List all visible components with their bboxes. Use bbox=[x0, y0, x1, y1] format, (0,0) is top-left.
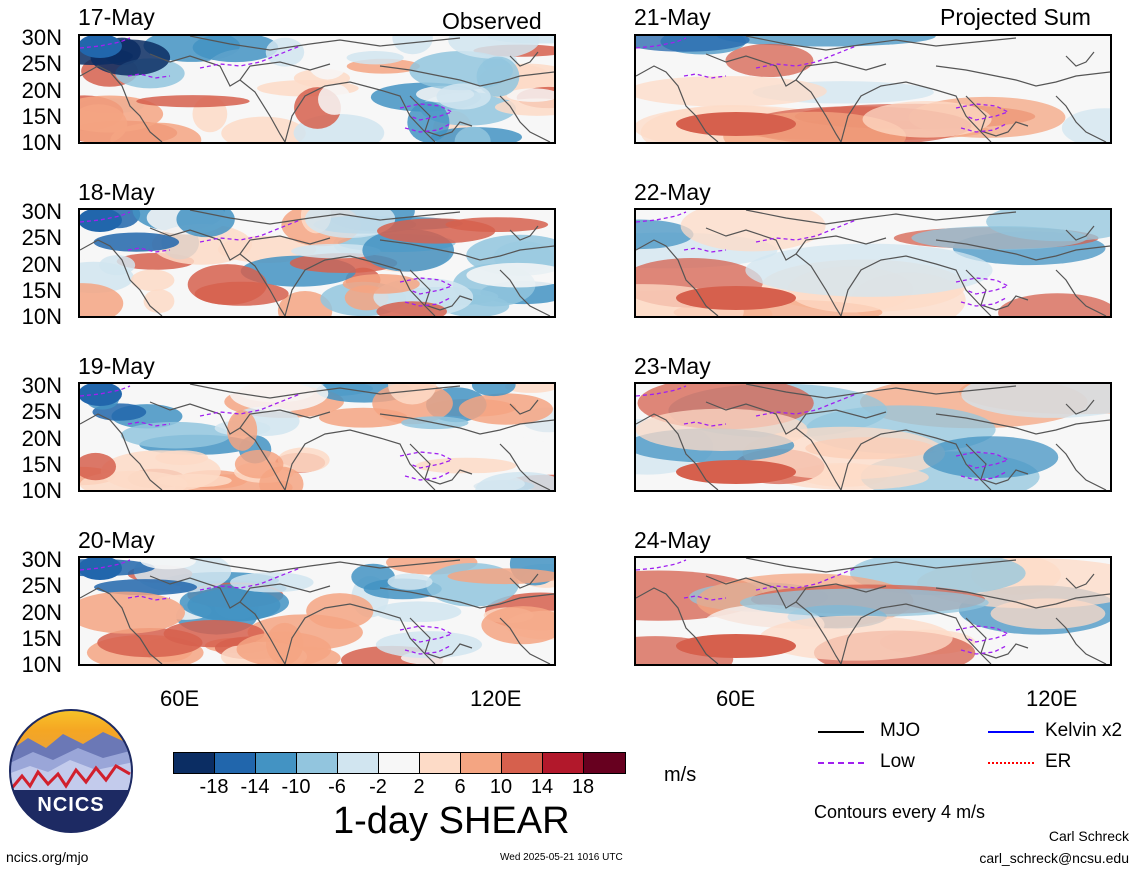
lat-label: 25N bbox=[21, 225, 62, 250]
colorbar-swatch bbox=[420, 753, 461, 773]
colorbar-swatch bbox=[584, 753, 625, 773]
lon-label: 60E bbox=[716, 686, 756, 711]
legend-mjo-line bbox=[818, 731, 864, 733]
lat-label: 30N bbox=[21, 25, 62, 50]
map-panel-observed-4 bbox=[78, 556, 556, 666]
footer-timestamp: Wed 2025-05-21 1016 UTC bbox=[500, 852, 623, 863]
lon-label: 60E bbox=[160, 686, 200, 711]
observed-title: Observed bbox=[442, 8, 542, 34]
shear-field bbox=[80, 210, 554, 316]
date-label-left-4: 20-May bbox=[78, 527, 155, 553]
shear-field bbox=[636, 558, 1110, 664]
date-label-right-3: 23-May bbox=[634, 353, 711, 379]
footer-author: Carl Schreck bbox=[1048, 828, 1129, 844]
lon-label: 120E bbox=[1026, 686, 1078, 711]
colorbar-swatch bbox=[543, 753, 584, 773]
colorbar-swatch bbox=[297, 753, 338, 773]
lat-label: 10N bbox=[21, 130, 62, 155]
colorbar-unit: m/s bbox=[664, 764, 697, 786]
colorbar-swatch bbox=[461, 753, 502, 773]
colorbar bbox=[173, 752, 626, 774]
shear-field bbox=[636, 36, 1110, 142]
date-label-left-2: 18-May bbox=[78, 179, 155, 205]
shear-field bbox=[636, 384, 1110, 490]
ncics-logo: NCICS bbox=[8, 708, 134, 834]
lat-label: 10N bbox=[21, 478, 62, 503]
map-panel-observed-3 bbox=[78, 382, 556, 492]
lon-label: 120E bbox=[470, 686, 522, 711]
map-panel-observed-1 bbox=[78, 34, 556, 144]
contours-note: Contours every 4 m/s bbox=[814, 802, 986, 822]
footer-site: ncics.org/mjo bbox=[6, 849, 89, 865]
lat-label: 15N bbox=[21, 626, 62, 651]
lat-label: 10N bbox=[21, 304, 62, 329]
lat-label: 30N bbox=[21, 547, 62, 572]
lat-label: 20N bbox=[21, 600, 62, 625]
legend-kelvin-line bbox=[988, 731, 1034, 733]
lat-label: 20N bbox=[21, 426, 62, 451]
lat-label: 10N bbox=[21, 652, 62, 677]
map-panel-projected-4 bbox=[634, 556, 1112, 666]
colorbar-title: 1-day SHEAR bbox=[333, 800, 570, 842]
date-label-right-2: 22-May bbox=[634, 179, 711, 205]
lat-label: 15N bbox=[21, 452, 62, 477]
lat-label: 20N bbox=[21, 78, 62, 103]
lat-label: 25N bbox=[21, 51, 62, 76]
colorbar-tick-label: 6 bbox=[454, 776, 466, 798]
lat-label: 20N bbox=[21, 252, 62, 277]
colorbar-swatch bbox=[215, 753, 256, 773]
lat-label: 30N bbox=[21, 199, 62, 224]
legend-er-label: ER bbox=[1045, 751, 1072, 772]
map-panel-projected-3 bbox=[634, 382, 1112, 492]
colorbar-tick-label: 14 bbox=[530, 776, 554, 798]
lat-label: 25N bbox=[21, 399, 62, 424]
colorbar-tick-label: 18 bbox=[571, 776, 595, 798]
legend-low-line bbox=[818, 762, 864, 764]
lat-label: 15N bbox=[21, 278, 62, 303]
colorbar-tick-label: -10 bbox=[281, 776, 311, 798]
lat-label: 30N bbox=[21, 373, 62, 398]
shear-field bbox=[636, 210, 1110, 316]
colorbar-tick-label: 10 bbox=[489, 776, 513, 798]
colorbar-tick-label: -14 bbox=[240, 776, 270, 798]
footer-email: carl_schreck@ncsu.edu bbox=[979, 850, 1129, 866]
projected-sum-title: Projected Sum bbox=[940, 4, 1091, 30]
map-panel-projected-2 bbox=[634, 208, 1112, 318]
shear-field bbox=[80, 36, 554, 142]
logo-text: NCICS bbox=[37, 794, 105, 816]
colorbar-swatch bbox=[338, 753, 379, 773]
lat-label: 15N bbox=[21, 104, 62, 129]
legend-mjo-label: MJO bbox=[880, 720, 921, 741]
date-label-left-3: 19-May bbox=[78, 353, 155, 379]
colorbar-swatch bbox=[502, 753, 543, 773]
colorbar-swatch bbox=[256, 753, 297, 773]
colorbar-swatch bbox=[174, 753, 215, 773]
legend-low-label: Low bbox=[880, 751, 915, 772]
colorbar-tick-label: -18 bbox=[199, 776, 229, 798]
date-label-right-1: 21-May bbox=[634, 4, 711, 30]
colorbar-tick-label: -2 bbox=[369, 776, 387, 798]
lat-label: 25N bbox=[21, 573, 62, 598]
legend-er-line bbox=[988, 762, 1034, 764]
legend-kelvin-label: Kelvin x2 bbox=[1045, 720, 1123, 741]
date-label-left-1: 17-May bbox=[78, 4, 155, 30]
date-label-right-4: 24-May bbox=[634, 527, 711, 553]
shear-field bbox=[80, 558, 554, 664]
map-panel-observed-2 bbox=[78, 208, 556, 318]
shear-field bbox=[80, 384, 554, 490]
map-panel-projected-1 bbox=[634, 34, 1112, 144]
colorbar-tick-label: 2 bbox=[413, 776, 425, 798]
colorbar-tick-label: -6 bbox=[328, 776, 346, 798]
colorbar-swatch bbox=[379, 753, 420, 773]
